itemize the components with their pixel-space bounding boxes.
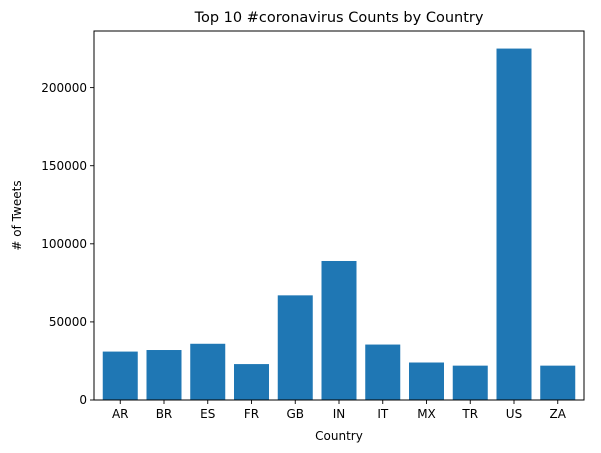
x-tick-label: AR bbox=[112, 407, 129, 421]
x-tick-label: FR bbox=[244, 407, 259, 421]
bar-ar bbox=[102, 351, 138, 400]
x-axis-label: Country bbox=[315, 429, 363, 443]
plot-frame bbox=[93, 30, 585, 401]
chart-title: Top 10 #coronavirus Counts by Country bbox=[194, 10, 484, 26]
bar-fr bbox=[234, 364, 269, 400]
bar-us bbox=[496, 48, 532, 400]
bar-gb bbox=[277, 295, 313, 400]
bar-br bbox=[146, 350, 182, 400]
bar-es bbox=[190, 343, 226, 400]
y-tick-label: 150000 bbox=[41, 159, 87, 173]
x-tick-label: MX bbox=[417, 407, 436, 421]
bar-tr bbox=[452, 365, 488, 400]
x-tick-label: US bbox=[506, 407, 522, 421]
x-tick-label: GB bbox=[286, 407, 304, 421]
x-tick-label: IN bbox=[333, 407, 346, 421]
y-tick-label: 0 bbox=[79, 393, 87, 407]
y-tick-label: 50000 bbox=[49, 315, 87, 329]
x-tick-label: ZA bbox=[550, 407, 567, 421]
x-tick-label: TR bbox=[461, 407, 478, 421]
x-tick-label: IT bbox=[377, 407, 389, 421]
x-tick-label: BR bbox=[156, 407, 173, 421]
bar-in bbox=[321, 260, 357, 400]
y-axis-label: # of Tweets bbox=[10, 180, 24, 250]
y-tick-label: 100000 bbox=[41, 237, 87, 251]
x-axis-ticks: AR BR ES FR GB IN IT MX TR US ZA bbox=[112, 400, 567, 421]
y-tick-label: 200000 bbox=[41, 81, 87, 95]
bar-mx bbox=[409, 362, 444, 400]
x-tick-label: ES bbox=[200, 407, 215, 421]
bars-group bbox=[102, 48, 576, 400]
y-axis-ticks: 0 50000 100000 150000 200000 bbox=[41, 81, 94, 407]
bar-it bbox=[365, 344, 401, 400]
bar-za bbox=[540, 365, 576, 400]
